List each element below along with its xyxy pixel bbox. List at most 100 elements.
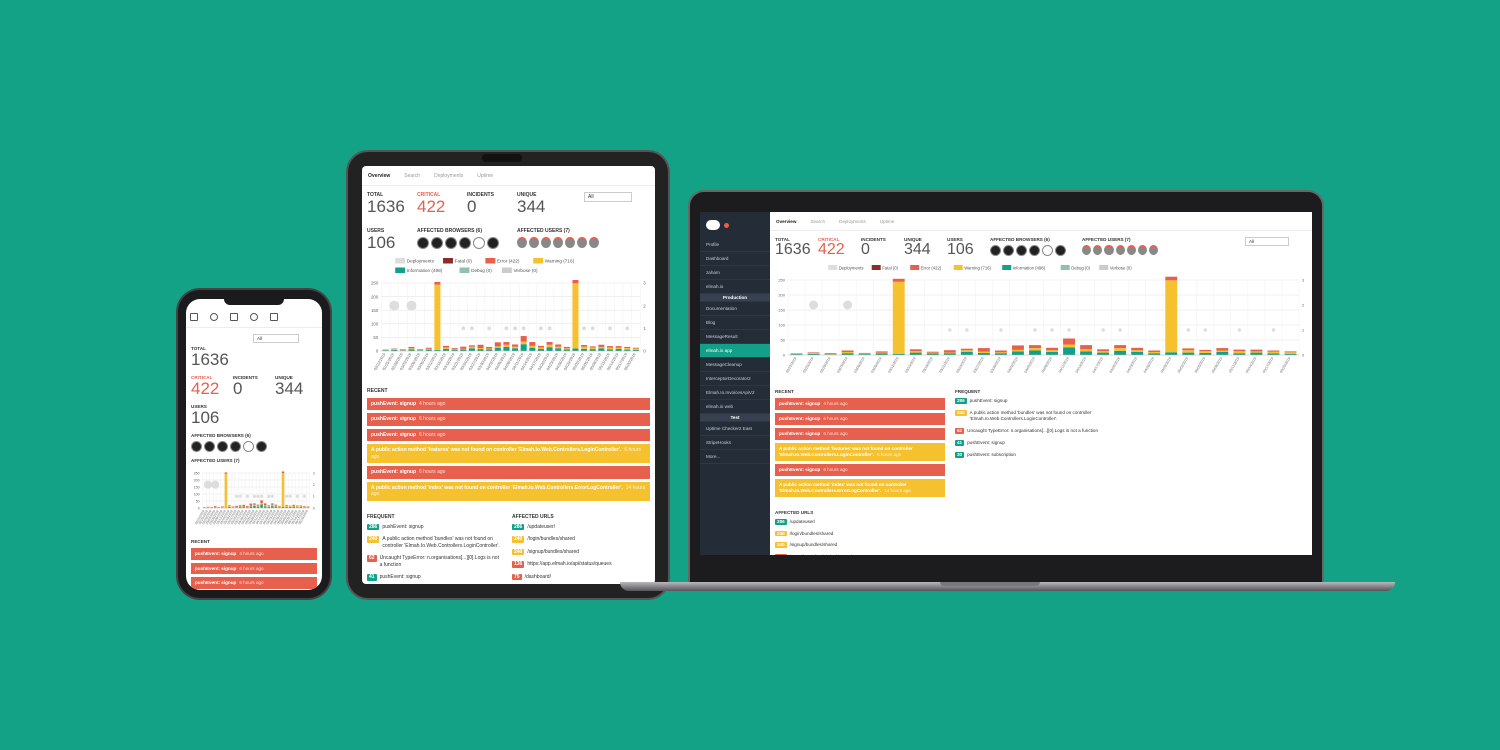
user-avatar [1149, 245, 1159, 256]
toolbar-icon[interactable] [190, 313, 198, 321]
recent-item[interactable]: pushEvent: signup 6 hours ago [775, 463, 945, 476]
sidebar-item[interactable]: Profile [700, 238, 770, 252]
recent-item[interactable]: pushEvent: signup 6 hours ago [191, 562, 317, 575]
recent-item[interactable]: pushEvent: signup 4 hours ago [191, 547, 317, 560]
y-tick-label: 100 [371, 321, 379, 326]
recent-time: 6 hours ago [877, 451, 902, 457]
list-item[interactable]: 286 pushEvent: signup [955, 397, 1127, 404]
recent-title: RECENT [367, 387, 388, 394]
bar-segment [391, 348, 398, 350]
sidebar-item[interactable]: Elmah.Io.InvoicesApiV2 [700, 386, 770, 400]
list-item[interactable]: 136https://app.elmah.io/api/status/queue… [775, 554, 947, 555]
bar-segment [807, 353, 820, 355]
bar-segment [1267, 351, 1280, 354]
recent-item[interactable]: pushEvent: signup 6 hours ago [191, 577, 317, 590]
sidebar-item[interactable]: zaham [700, 266, 770, 280]
x-tick-label: 04/20/2019 [1109, 356, 1121, 373]
recent-item[interactable]: pushEvent: signup 6 hours ago [775, 412, 945, 425]
sidebar-item[interactable]: Dashboard [700, 252, 770, 266]
list-item[interactable]: 240/signup/bundles/shared [512, 548, 642, 556]
list-item[interactable]: 75/dashboard/ [512, 573, 642, 581]
tab[interactable]: Uptime [477, 173, 494, 179]
tab[interactable]: Overview [368, 173, 391, 179]
x-tick-label: 04/08/2019 [248, 509, 259, 525]
list-item[interactable]: 240 A public action method 'bundles' was … [367, 536, 502, 549]
browser-icon [230, 440, 241, 452]
tab[interactable]: Deployments [839, 219, 866, 224]
bar-segment [246, 505, 249, 507]
list-item[interactable]: 240 A public action method 'bundles' was … [955, 409, 1127, 422]
bar-segment [224, 471, 228, 474]
sidebar-item[interactable]: elmah.io app [700, 344, 770, 358]
recent-item[interactable]: A public action method 'features' was no… [367, 444, 650, 464]
bar-segment [1250, 352, 1263, 355]
bar-segment [589, 348, 596, 351]
list-item[interactable]: 30 pushEvent: subscription [955, 451, 1127, 458]
sidebar-item[interactable]: elmah.io web [700, 400, 770, 414]
sidebar-item[interactable]: Blog [700, 316, 770, 330]
toolbar-icon[interactable] [230, 313, 238, 321]
recent-item[interactable]: pushEvent: signup 6 hours ago [367, 466, 650, 479]
recent-text: pushEvent: signup [779, 466, 821, 472]
sidebar-item[interactable]: MessageCleanup [700, 358, 770, 372]
list-item[interactable]: 62 Uncaught TypeError: n.organisations[..… [367, 555, 502, 568]
deployment [487, 326, 492, 330]
recent-item[interactable]: pushEvent: signup 6 hours ago [775, 427, 945, 440]
bar-segment [624, 346, 631, 348]
list-item[interactable]: 286/updateuser/ [775, 518, 947, 525]
sidebar-item[interactable]: Uptime Checker2 East [700, 422, 770, 436]
list-item[interactable]: 41 pushEvent: signup [367, 574, 502, 581]
toolbar-icon[interactable] [210, 313, 218, 321]
toolbar-icon[interactable] [270, 313, 278, 321]
bar-segment [1097, 352, 1110, 355]
list-item[interactable]: 240/login/bundles/shared [775, 530, 947, 537]
stat-label: UNIQUE [275, 374, 293, 380]
tab[interactable]: Deployments [434, 173, 464, 179]
bar-segment [278, 506, 281, 508]
tab[interactable]: Uptime [879, 219, 895, 224]
tab[interactable]: Overview [776, 219, 797, 224]
filter-select[interactable]: All [253, 334, 299, 343]
recent-item[interactable]: pushEvent: signup 4 hours ago [367, 397, 650, 411]
x-tick-label: 04/17/2019 [258, 509, 269, 525]
stat-label: CRITICAL [818, 237, 840, 242]
filter-select[interactable]: All [1245, 237, 1289, 246]
recent-item[interactable]: A public action method 'index' was not f… [775, 478, 945, 497]
deployment [590, 326, 595, 330]
sidebar-item[interactable]: elmah.io [700, 280, 770, 294]
sidebar-item[interactable]: MessageResult [700, 330, 770, 344]
filter-select[interactable]: All [584, 192, 632, 202]
y2-tick-label: 0 [643, 348, 646, 353]
bar-segment [546, 346, 553, 351]
toolbar-icon[interactable] [250, 313, 258, 321]
bar-segment [443, 348, 450, 351]
stat: TOTAL 1636 [367, 192, 417, 216]
tab[interactable]: Search [810, 219, 825, 224]
recent-item[interactable]: pushEvent: signup 4 hours ago [775, 397, 945, 410]
tab[interactable]: Search [404, 173, 421, 179]
list-item[interactable]: 240/signup/bundles/shared [775, 542, 947, 549]
deployment [235, 494, 239, 498]
stat: TOTAL 1636 [191, 346, 317, 369]
list-item[interactable]: 41 pushEvent: signup [955, 439, 1127, 446]
recent-item[interactable]: pushEvent: signup 6 hours ago [367, 413, 650, 426]
sidebar-item[interactable]: More... [700, 450, 770, 464]
recent-time: 14 hours ago [371, 484, 646, 498]
list-item[interactable]: 286/updateuser/ [512, 523, 642, 531]
deployment [521, 326, 526, 330]
y2-tick-label: 1 [1302, 327, 1305, 332]
list-item[interactable]: 286 pushEvent: signup [367, 523, 502, 531]
bar-segment [1148, 351, 1161, 353]
sidebar-item[interactable]: StripeHooks [700, 436, 770, 450]
recent-item[interactable]: A public action method 'index' was not f… [367, 481, 650, 501]
y2-tick-label: 2 [1302, 302, 1305, 307]
deployment [1237, 328, 1242, 332]
x-tick-label: 02/28/2019 [201, 509, 212, 525]
list-item[interactable]: 240/login/bundles/shared [512, 536, 642, 543]
recent-item[interactable]: A public action method 'features' was no… [775, 442, 945, 461]
sidebar-item[interactable]: InterceptorDecorator2 [700, 372, 770, 386]
sidebar-item[interactable]: Documentation [700, 302, 770, 316]
recent-item[interactable]: pushEvent: signup 6 hours ago [367, 428, 650, 442]
list-item[interactable]: 62 Uncaught TypeError: n.organisations[..… [955, 427, 1127, 434]
